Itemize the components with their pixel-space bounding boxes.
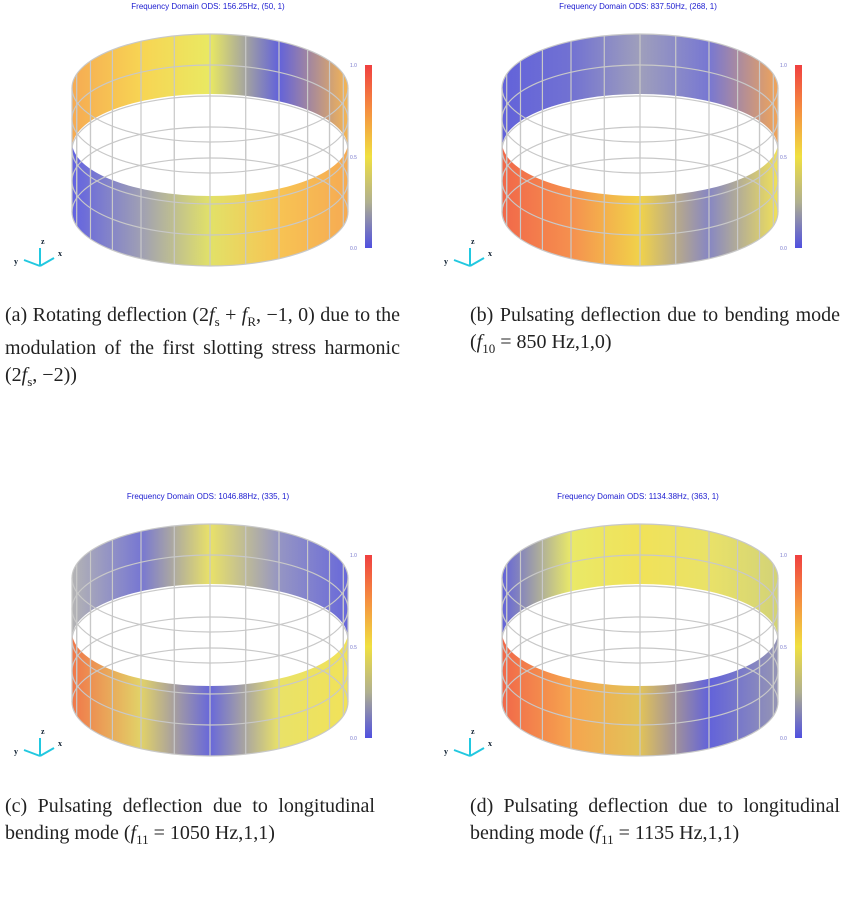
caption-text: Pulsating deflection due to longitudinal… [470, 795, 840, 844]
axis-label: x [488, 249, 492, 258]
colorbar-tick: 0.5 [780, 645, 787, 651]
caption-text: f [209, 304, 215, 326]
ods-plot: Frequency Domain ODS: 1046.88Hz, (335, 1… [14, 492, 372, 757]
caption-text: s [27, 374, 33, 389]
axis-arrow [23, 749, 41, 757]
plot-title: Frequency Domain ODS: 1134.38Hz, (363, 1… [557, 492, 719, 501]
plot-title: Frequency Domain ODS: 1046.88Hz, (335, 1… [127, 492, 290, 501]
caption-text: 10 [482, 341, 496, 356]
axis-label: z [471, 237, 475, 246]
caption-text: (b) [470, 304, 494, 326]
caption: (d) Pulsating deflection due to longitud… [470, 793, 840, 853]
axis-arrow [39, 747, 55, 757]
axis-label: y [444, 747, 448, 756]
caption-text: Pulsating deflection due to longitudinal… [5, 795, 375, 844]
caption-text: f [241, 304, 248, 326]
colorbar-tick: 0.5 [780, 155, 787, 161]
caption-text: Pulsating deflection due to bending mode… [470, 304, 840, 353]
caption-text: = 1135 Hz,1,1) [613, 822, 740, 844]
plot-title: Frequency Domain ODS: 837.50Hz, (268, 1) [559, 2, 717, 11]
caption-text: = 850 Hz,1,0) [495, 331, 612, 353]
caption-text: = 1050 Hz,1,1) [148, 822, 275, 844]
axis-arrow [453, 749, 471, 757]
axis-label: y [444, 257, 448, 266]
colorbar-tick: 0.0 [780, 246, 787, 252]
caption-text: f [21, 364, 28, 386]
caption-text: , −1, 0) due to the modulation of the fi… [5, 304, 401, 386]
axis-label: y [14, 257, 18, 266]
caption-text: R [247, 314, 257, 329]
caption-text: 11 [136, 832, 149, 847]
axis-arrow [469, 747, 485, 757]
axis-label: x [58, 249, 62, 258]
caption-text: f [130, 822, 137, 844]
colorbar [795, 555, 802, 738]
caption-text: f [476, 331, 483, 353]
colorbar-tick: 0.0 [780, 736, 787, 742]
axis-label: z [41, 237, 45, 246]
colorbar-tick: 1.0 [350, 63, 357, 69]
caption-text: f [595, 822, 602, 844]
axis-arrow [39, 257, 55, 267]
axis-label: z [471, 727, 475, 736]
caption-text: (a) [5, 304, 28, 326]
axis-arrow [469, 257, 485, 267]
colorbar [795, 65, 802, 248]
colorbar-tick: 1.0 [350, 553, 357, 559]
colorbar-tick: 0.5 [350, 155, 357, 161]
caption-text: 11 [601, 832, 614, 847]
ods-plot: Frequency Domain ODS: 156.25Hz, (50, 1) 1… [14, 2, 372, 267]
colorbar-tick: 1.0 [780, 553, 787, 559]
caption-text: + [219, 304, 242, 326]
colorbar-tick: 0.5 [350, 645, 357, 651]
plot-title: Frequency Domain ODS: 156.25Hz, (50, 1) [131, 2, 285, 11]
caption: (c) Pulsating deflection due to longitud… [5, 793, 375, 853]
colorbar-tick: 0.0 [350, 736, 357, 742]
ods-plot: Frequency Domain ODS: 837.50Hz, (268, 1)… [444, 2, 802, 267]
caption: (a) Rotating deflection (2fs + fR, −1, 0… [5, 302, 400, 395]
colorbar [365, 555, 372, 738]
colorbar [365, 65, 372, 248]
axis-label: x [58, 739, 62, 748]
axis-label: x [488, 739, 492, 748]
ods-plot: Frequency Domain ODS: 1134.38Hz, (363, 1… [444, 492, 802, 757]
colorbar-tick: 0.0 [350, 246, 357, 252]
caption-text: (c) [5, 795, 28, 817]
colorbar-tick: 1.0 [780, 63, 787, 69]
caption-text: (d) [470, 795, 494, 817]
caption-text: s [214, 314, 220, 329]
caption-text: , −2)) [32, 364, 77, 386]
axis-label: z [41, 727, 45, 736]
axis-arrow [23, 259, 41, 267]
axis-arrow [453, 259, 471, 267]
caption: (b) Pulsating deflection due to bending … [470, 302, 840, 362]
caption-text: Rotating deflection (2 [27, 304, 210, 326]
axis-label: y [14, 747, 18, 756]
